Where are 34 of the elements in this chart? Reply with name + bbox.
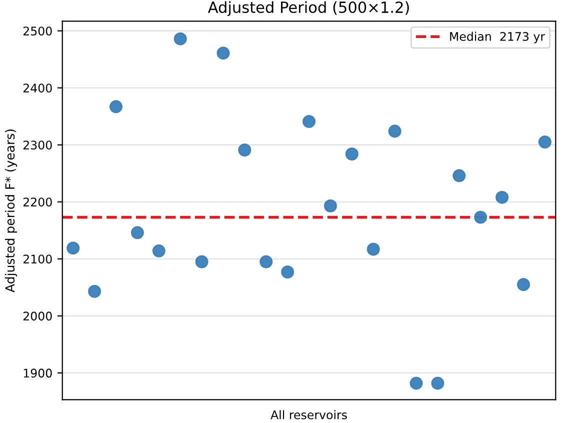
- point: [174, 32, 187, 46]
- point: [109, 100, 122, 114]
- chart-title: Adjusted Period (500×1.2): [208, 1, 409, 16]
- y-tick-label: 2400: [23, 84, 52, 93]
- point: [538, 136, 552, 149]
- point: [388, 124, 402, 138]
- point: [195, 255, 208, 268]
- point: [238, 144, 252, 157]
- point: [281, 266, 294, 279]
- point: [260, 255, 273, 268]
- point: [130, 226, 144, 240]
- y-axis-title: Adjusted period F* (years): [4, 130, 18, 292]
- point: [345, 147, 358, 160]
- y-tick-label: 2300: [23, 140, 52, 150]
- y-tick-label: 2000: [23, 312, 52, 321]
- point: [216, 46, 230, 60]
- y-tick-label: 2500: [23, 26, 52, 36]
- point: [431, 376, 444, 390]
- point: [496, 190, 509, 204]
- point: [452, 169, 466, 182]
- point: [516, 278, 530, 292]
- legend-label: Median 2173 yr: [450, 32, 546, 44]
- x-axis-title: All reservoirs: [270, 410, 347, 420]
- y-tick-label: 1900: [24, 368, 52, 378]
- point: [366, 242, 380, 256]
- point: [474, 210, 488, 224]
- point: [152, 244, 166, 258]
- y-tick-label: 2100: [23, 254, 52, 264]
- point: [324, 199, 337, 212]
- point: [88, 284, 102, 298]
- point: [66, 242, 80, 255]
- point: [410, 376, 423, 390]
- y-tick-label: 2200: [23, 198, 52, 207]
- point: [302, 114, 316, 128]
